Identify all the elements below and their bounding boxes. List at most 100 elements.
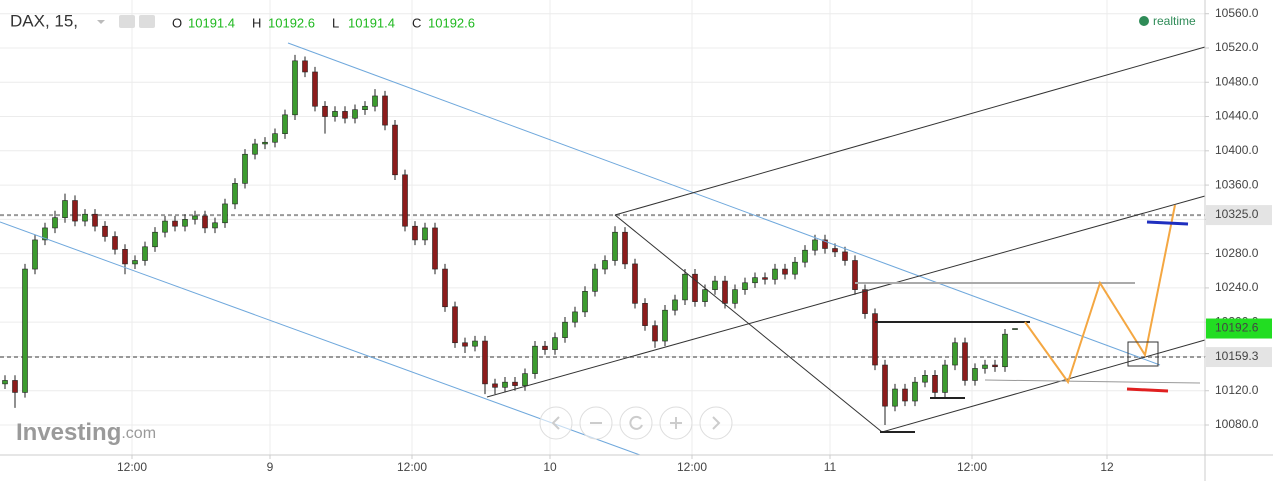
candle-body xyxy=(362,105,368,110)
candle-body xyxy=(762,277,768,280)
candle-body xyxy=(192,215,198,220)
last-price-bg xyxy=(1206,318,1272,339)
candle-body xyxy=(2,380,8,385)
reset-button[interactable] xyxy=(619,406,653,440)
x-tick-label: 12:00 xyxy=(117,460,147,474)
candle-body xyxy=(582,291,588,313)
candle-body xyxy=(962,342,968,381)
candle-body xyxy=(602,260,608,270)
trend-line xyxy=(614,46,1206,216)
settings-icon[interactable] xyxy=(139,15,155,28)
candle-body xyxy=(1012,328,1018,330)
candle-body xyxy=(12,380,18,393)
zoom-in-button[interactable] xyxy=(659,406,693,440)
trend-line xyxy=(881,339,1206,433)
y-tick-label: 10280.0 xyxy=(1215,246,1259,260)
trend-line xyxy=(0,221,641,456)
candle-body xyxy=(322,105,328,117)
candle-body xyxy=(532,345,538,374)
x-tick-label: 12:00 xyxy=(677,460,707,474)
axes: 10080.010120.010160.010200.010240.010280… xyxy=(117,6,1272,474)
candle-body xyxy=(92,213,98,227)
candle-body xyxy=(822,239,828,249)
candle-body xyxy=(102,225,108,237)
price-label: 10159.3 xyxy=(1215,349,1259,363)
candle-body xyxy=(272,133,278,143)
candle-body xyxy=(862,289,868,314)
candle-body xyxy=(122,249,128,265)
ohlc-key: L xyxy=(332,15,339,30)
candle-body xyxy=(82,213,88,222)
candle-body xyxy=(592,268,598,292)
box xyxy=(1127,341,1159,367)
candle-body xyxy=(312,71,318,107)
scroll-right-button[interactable] xyxy=(699,406,733,440)
trend-line xyxy=(486,195,1206,398)
y-tick-label: 10480.0 xyxy=(1215,74,1259,88)
y-tick-label: 10560.0 xyxy=(1215,6,1259,20)
candle-body xyxy=(302,60,308,73)
candle-body xyxy=(872,313,878,366)
chart-title: DAX, 15, xyxy=(10,11,78,30)
candle-body xyxy=(802,249,808,263)
watermark: Investing.com xyxy=(16,419,156,446)
y-tick-label: 10520.0 xyxy=(1215,40,1259,54)
candle-body xyxy=(652,325,658,342)
candle-body xyxy=(132,260,138,265)
candle-body xyxy=(572,311,578,323)
ohlc-key: C xyxy=(412,15,421,30)
candle-body xyxy=(562,321,568,338)
candle-body xyxy=(232,183,238,205)
ohlc-value: 10191.4 xyxy=(348,15,395,30)
candle-body xyxy=(902,388,908,402)
candle-body xyxy=(62,200,68,218)
candle-body xyxy=(992,364,998,368)
ohlc-key: O xyxy=(172,15,182,30)
y-tick-label: 10240.0 xyxy=(1215,280,1259,294)
candle-body xyxy=(692,273,698,302)
candle-body xyxy=(742,282,748,290)
candle-body xyxy=(632,263,638,304)
price-label: 10325.0 xyxy=(1215,207,1259,221)
dropdown-icon[interactable] xyxy=(97,20,105,24)
candle-body xyxy=(682,273,688,301)
candle-body xyxy=(342,111,348,119)
status: realtime xyxy=(1153,14,1196,28)
candle-body xyxy=(442,268,448,308)
candle-body xyxy=(432,227,438,270)
candle-body xyxy=(52,217,58,229)
visibility-icon[interactable] xyxy=(119,15,135,28)
candle-body xyxy=(42,227,48,241)
price-axis-bg xyxy=(1205,0,1273,481)
ohlc-value: 10191.4 xyxy=(188,15,235,30)
drawings xyxy=(0,42,1206,456)
scroll-left-button[interactable] xyxy=(539,406,573,440)
candle-body xyxy=(482,340,488,385)
candle-body xyxy=(612,231,618,261)
candle-body xyxy=(392,124,398,176)
y-tick-label: 10080.0 xyxy=(1215,417,1259,431)
candle-body xyxy=(412,225,418,241)
zoom-out-button[interactable] xyxy=(579,406,613,440)
candle-body xyxy=(952,342,958,366)
watermark-suffix: .com xyxy=(121,425,156,442)
x-tick-label: 11 xyxy=(824,460,837,474)
candle-body xyxy=(382,95,388,126)
candle-body xyxy=(22,268,28,393)
candle-body xyxy=(372,95,378,107)
candle-body xyxy=(172,220,178,227)
candle-body xyxy=(32,239,38,270)
y-tick-label: 10360.0 xyxy=(1215,177,1259,191)
target-line xyxy=(1146,220,1189,226)
price-label-bg xyxy=(1206,205,1272,226)
trend-line xyxy=(614,214,883,433)
candle-body xyxy=(982,364,988,369)
candle-body xyxy=(152,231,158,248)
candle-body xyxy=(882,364,888,407)
ohlc-value: 10192.6 xyxy=(268,15,315,30)
candle-body xyxy=(892,388,898,407)
candle-body xyxy=(502,381,508,388)
candle-body xyxy=(722,280,728,304)
candle-body xyxy=(202,215,208,229)
candles xyxy=(2,54,1018,426)
